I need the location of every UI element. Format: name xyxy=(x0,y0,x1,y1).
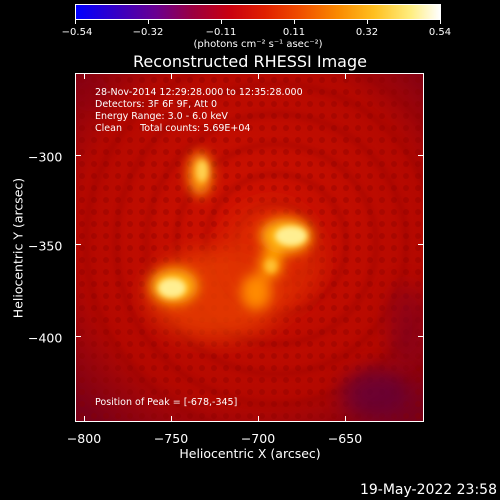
x-tick-label: −800 xyxy=(66,431,102,446)
y-axis-title: Heliocentric Y (arcsec) xyxy=(10,177,26,319)
y-tick xyxy=(418,155,424,156)
x-tick-label: −650 xyxy=(327,431,363,446)
colorbar-tick xyxy=(221,20,222,24)
colorbar-tick xyxy=(294,20,295,24)
colorbar-tick xyxy=(367,20,368,24)
x-tick-label: −750 xyxy=(153,431,189,446)
info-detectors: Detectors: 3F 6F 9F, Att 0 xyxy=(95,99,218,110)
peak-position-label: Position of Peak = [-678,-345] xyxy=(95,397,238,408)
y-tick xyxy=(75,155,81,156)
rhessi-map-image xyxy=(76,74,423,421)
x-tick xyxy=(171,73,172,79)
x-axis-title: Heliocentric X (arcsec) xyxy=(179,446,321,461)
y-tick xyxy=(418,336,424,337)
colorbar-tick-label: 0.11 xyxy=(282,27,306,38)
x-tick-label: −700 xyxy=(240,431,276,446)
generation-datestamp: 19-May-2022 23:58 xyxy=(359,482,497,498)
colorbar-tick-label: 0.54 xyxy=(428,27,452,38)
x-tick xyxy=(345,416,346,422)
colorbar-tick xyxy=(440,20,441,24)
y-tick xyxy=(75,244,81,245)
x-tick xyxy=(345,73,346,79)
plot-title: Reconstructed RHESSI Image xyxy=(133,52,367,71)
colorbar-tick-label: −0.54 xyxy=(61,27,93,38)
x-tick xyxy=(258,73,259,79)
x-tick xyxy=(171,416,172,422)
image-plot xyxy=(75,73,424,422)
colorbar-tick-label: −0.11 xyxy=(205,27,237,38)
colorbar-units: (photons cm⁻² s⁻¹ asec⁻²) xyxy=(193,39,323,50)
x-tick xyxy=(258,416,259,422)
info-clean-counts: Clean Total counts: 5.69E+04 xyxy=(95,123,251,134)
y-tick-label: −400 xyxy=(28,330,63,346)
colorbar-tick xyxy=(148,20,149,24)
y-tick-label: −350 xyxy=(28,238,63,254)
y-tick xyxy=(418,244,424,245)
colorbar-tick-label: 0.32 xyxy=(355,27,379,38)
colorbar xyxy=(75,4,441,20)
colorbar-tick-label: −0.32 xyxy=(132,27,164,38)
x-tick xyxy=(84,416,85,422)
info-energy-range: Energy Range: 3.0 - 6.0 keV xyxy=(95,111,228,122)
y-tick-label: −300 xyxy=(28,149,63,165)
x-tick xyxy=(84,73,85,79)
y-tick xyxy=(75,336,81,337)
colorbar-tick xyxy=(75,20,76,24)
info-time-range: 28-Nov-2014 12:29:28.000 to 12:35:28.000 xyxy=(95,87,303,98)
